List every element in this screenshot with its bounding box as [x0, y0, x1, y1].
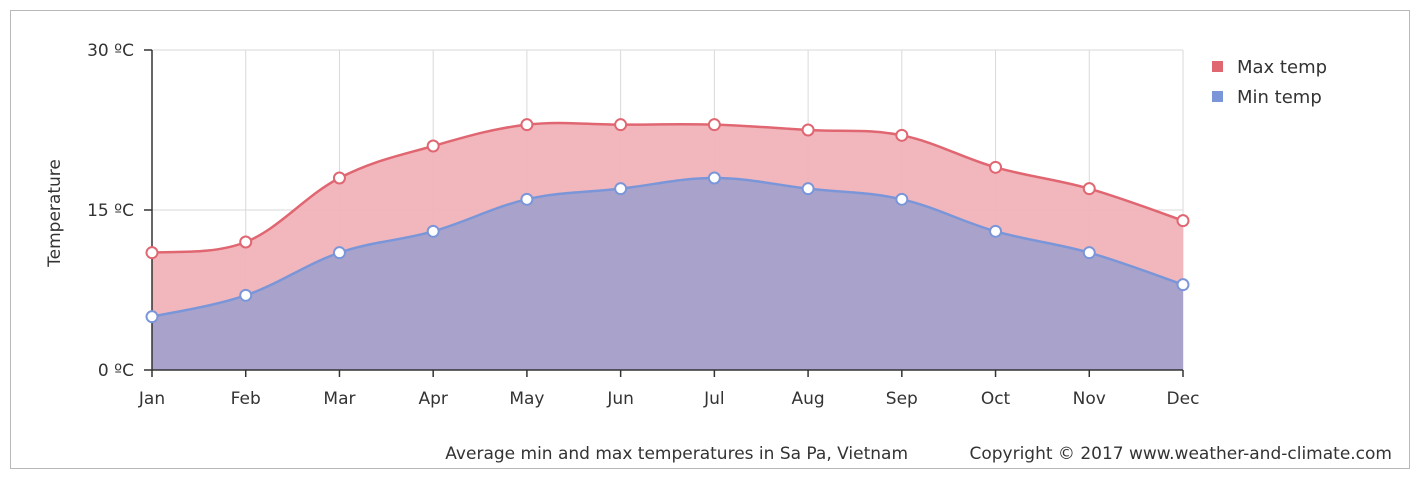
y-tick-label: 30 ºC: [87, 41, 134, 61]
x-tick-label: Mar: [323, 389, 355, 409]
data-point-max[interactable]: [1176, 214, 1190, 228]
x-tick-label: Jun: [606, 389, 634, 409]
data-point-min[interactable]: [520, 192, 534, 206]
data-point-max[interactable]: [145, 246, 159, 260]
x-tick-label: Dec: [1167, 389, 1200, 409]
data-point-max[interactable]: [426, 139, 440, 153]
data-point-min[interactable]: [239, 288, 253, 302]
data-point-min[interactable]: [989, 224, 1003, 238]
data-point-min[interactable]: [145, 310, 159, 324]
data-point-max[interactable]: [614, 118, 628, 132]
x-tick-label: Nov: [1073, 389, 1106, 409]
x-tick-label: Aug: [791, 389, 824, 409]
legend-swatch: [1212, 61, 1223, 72]
data-point-min[interactable]: [895, 192, 909, 206]
legend: Max temp Min temp: [1212, 57, 1327, 108]
x-tick-label: Jul: [703, 389, 725, 409]
area-layer: [152, 122, 1183, 371]
x-tick-label: Jan: [138, 389, 165, 409]
data-point-min[interactable]: [801, 182, 815, 196]
legend-item-min[interactable]: Min temp: [1212, 87, 1322, 108]
point-layer: [145, 118, 1190, 324]
legend-swatch: [1212, 91, 1223, 102]
x-tick-label: May: [509, 389, 544, 409]
chart-caption: Average min and max temperatures in Sa P…: [445, 444, 908, 464]
data-point-max[interactable]: [1082, 182, 1096, 196]
legend-label: Min temp: [1237, 87, 1322, 108]
series-area-min: [152, 178, 1183, 370]
data-point-max[interactable]: [520, 118, 534, 132]
series-line-max: [151, 121, 1184, 254]
data-point-max[interactable]: [801, 123, 815, 137]
data-point-min[interactable]: [426, 224, 440, 238]
y-tick-labels: 0 ºC 15 ºC 30 ºC: [87, 41, 134, 381]
data-point-max[interactable]: [239, 235, 253, 249]
y-tick-label: 15 ºC: [87, 201, 134, 221]
data-point-max[interactable]: [707, 118, 721, 132]
x-tick-label: Feb: [231, 389, 261, 409]
copyright-notice: Copyright © 2017 www.weather-and-climate…: [969, 444, 1392, 464]
x-tick-label: Oct: [981, 389, 1011, 409]
x-tick-labels: Jan Feb Mar Apr May Jun Jul Aug Sep Oct Nov Dec: [138, 389, 1200, 409]
data-point-min[interactable]: [707, 171, 721, 185]
data-point-max[interactable]: [332, 171, 346, 185]
series-line-min: [151, 176, 1184, 318]
line-layer: [151, 121, 1184, 318]
data-point-max[interactable]: [989, 160, 1003, 174]
x-tick-label: Sep: [886, 389, 918, 409]
data-point-min[interactable]: [1176, 278, 1190, 292]
y-tick-label: 0 ºC: [98, 361, 134, 381]
legend-item-max[interactable]: Max temp: [1212, 57, 1327, 78]
data-point-min[interactable]: [614, 182, 628, 196]
data-point-min[interactable]: [1082, 246, 1096, 260]
data-point-max[interactable]: [895, 128, 909, 142]
legend-label: Max temp: [1237, 57, 1327, 78]
x-tick-label: Apr: [418, 389, 447, 409]
data-point-min[interactable]: [332, 246, 346, 260]
y-axis-label: Temperature: [45, 159, 65, 268]
